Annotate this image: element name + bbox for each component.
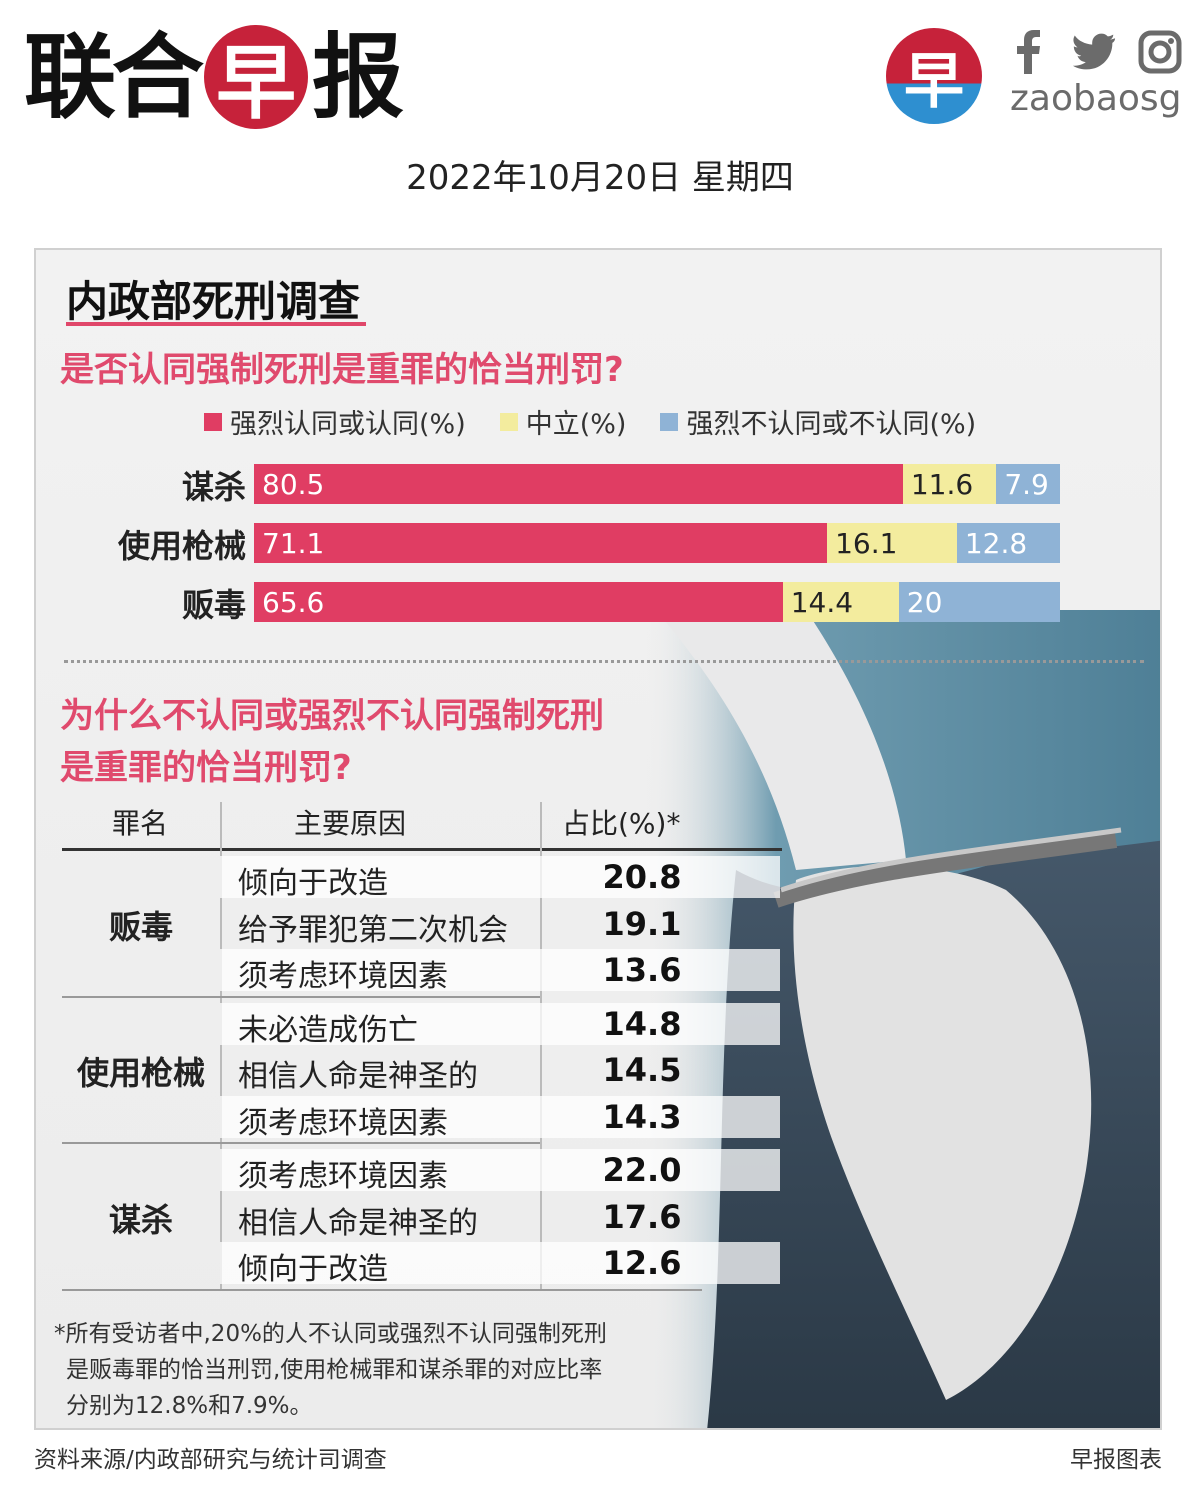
legend-swatch-neutral xyxy=(499,412,518,431)
bar-value-label: 65.6 xyxy=(262,586,325,619)
legend-swatch-disagree xyxy=(660,412,679,431)
table-cell-crime: 使用枪械 xyxy=(76,1054,205,1093)
table-row-stripe xyxy=(220,1149,780,1191)
bar-segment: 7.9 xyxy=(996,464,1060,504)
infographic-title: 内政部死刑调查 xyxy=(66,277,361,326)
table-cell-crime: 谋杀 xyxy=(108,1200,173,1239)
table-header-rule xyxy=(62,848,782,851)
table-cell-reason: 倾向于改造 xyxy=(238,1252,388,1287)
table-cell-pct: 14.5 xyxy=(602,1051,682,1089)
legend-item-disagree: 强烈不认同或不认同(%) xyxy=(660,402,976,441)
masthead-char: 合 xyxy=(112,23,204,131)
table-cell-pct: 17.6 xyxy=(602,1197,682,1236)
dotted-divider xyxy=(64,660,1144,663)
footnote-line: *所有受访者中,20%的人不认同或强烈不认同强制死刑 xyxy=(54,1321,607,1347)
bar-value-label: 14.4 xyxy=(790,586,854,619)
legend-label: 强烈认同或认同(%) xyxy=(230,409,466,440)
table-cell-reason: 相信人命是神圣的 xyxy=(238,1059,478,1094)
masthead-badge: 早 xyxy=(204,25,309,130)
bar-value-label: 16.1 xyxy=(835,527,898,560)
bar-segment: 16.1 xyxy=(827,523,957,563)
masthead-char: 报 xyxy=(312,23,404,131)
footnote-line: 是贩毒罪的恰当刑罚,使用枪械罪和谋杀罪的对应比率 xyxy=(66,1357,603,1383)
table-cell-reason: 给予罪犯第二次机会 xyxy=(238,912,508,948)
social-icons xyxy=(1006,30,1182,74)
legend-swatch-agree xyxy=(204,412,222,431)
table-row-stripe xyxy=(220,1242,780,1284)
bar-segment: 11.6 xyxy=(902,464,997,504)
table-cell-reason: 须考虑环境因素 xyxy=(238,1159,448,1194)
table-cell-pct: 20.8 xyxy=(602,858,682,896)
legend-label: 中立(%) xyxy=(525,409,627,440)
table-header-reason: 主要原因 xyxy=(294,807,407,840)
masthead-char: 联 xyxy=(24,23,116,131)
bar-value-label: 7.9 xyxy=(1004,468,1049,501)
table-cell-reason: 须考虑环境因素 xyxy=(238,959,448,994)
bar-value-label: 11.6 xyxy=(910,468,974,501)
bar-category-label: 谋杀 xyxy=(181,468,246,506)
question-2-line: 是重罪的恰当刑罚? xyxy=(60,748,352,788)
table-cell-pct: 12.6 xyxy=(602,1244,682,1282)
footnote: *所有受访者中,20%的人不认同或强烈不认同强制死刑 是贩毒罪的恰当刑罚,使用枪… xyxy=(54,1316,694,1424)
table-header-crime: 罪名 xyxy=(112,807,169,840)
bar-segment: 12.8 xyxy=(956,523,1060,563)
question-2: 为什么不认同或强烈不认同强制死刑 是重罪的恰当刑罚? xyxy=(60,690,604,794)
table-cell-reason: 未必造成伤亡 xyxy=(238,1012,418,1048)
table-cell-reason: 倾向于改造 xyxy=(238,866,388,901)
table-group-separator xyxy=(62,1142,540,1144)
bar-category-label: 贩毒 xyxy=(181,586,246,624)
footnote-line: 分别为12.8%和7.9%。 xyxy=(66,1393,313,1419)
zaobao-round-logo: 早 xyxy=(886,28,982,124)
bar-value-label: 12.8 xyxy=(964,527,1028,560)
title-underline xyxy=(66,322,366,326)
bar-segment: 80.5 xyxy=(254,464,903,504)
infographic-panel: 内政部死刑调查 是否认同强制死刑是重罪的恰当刑罚? 强烈认同或认同(%) 中立(… xyxy=(34,248,1162,1430)
logo-char: 早 xyxy=(904,46,964,117)
graphic-credit: 早报图表 xyxy=(1070,1447,1162,1473)
table-cell-reason: 相信人命是神圣的 xyxy=(238,1205,478,1241)
chart-legend: 强烈认同或认同(%) 中立(%) 强烈不认同或不认同(%) xyxy=(204,402,976,441)
bar-segment: 14.4 xyxy=(782,582,899,622)
legend-item-agree: 强烈认同或认同(%) xyxy=(204,402,466,441)
table-cell-pct: 19.1 xyxy=(602,904,682,943)
table-row-stripe xyxy=(220,1002,780,1045)
table-cell-reason: 须考虑环境因素 xyxy=(238,1105,448,1141)
masthead-logo: 联 合 早 报 xyxy=(24,22,404,132)
table-group-separator xyxy=(62,995,540,998)
social-handle: zaobaosg xyxy=(1010,78,1182,119)
table-group-separator xyxy=(62,1288,702,1291)
bar-segment: 71.1 xyxy=(254,523,828,563)
table-cell-pct: 14.8 xyxy=(602,1004,682,1043)
table-row-stripe xyxy=(220,1095,780,1138)
table-row-stripe xyxy=(220,856,780,898)
facebook-icon[interactable] xyxy=(1006,30,1050,74)
twitter-icon[interactable] xyxy=(1072,30,1116,74)
publish-date: 2022年10月20日 星期四 xyxy=(406,158,794,198)
question-2-line: 为什么不认同或强烈不认同强制死刑 xyxy=(60,696,604,736)
table-row-stripe xyxy=(220,949,780,991)
bar-value-label: 80.5 xyxy=(262,468,325,501)
question-1: 是否认同强制死刑是重罪的恰当刑罚? xyxy=(60,350,624,390)
table-column-divider xyxy=(220,802,222,1290)
bar-value-label: 71.1 xyxy=(262,527,325,560)
legend-item-neutral: 中立(%) xyxy=(499,402,627,441)
table-cell-pct: 14.3 xyxy=(602,1097,682,1136)
instagram-icon[interactable] xyxy=(1138,30,1182,74)
legend-label: 强烈不认同或不认同(%) xyxy=(686,409,977,440)
table-cell-pct: 22.0 xyxy=(602,1151,682,1189)
table-cell-pct: 13.6 xyxy=(602,951,682,989)
bar-segment: 20 xyxy=(898,582,1060,622)
bar-value-label: 20 xyxy=(906,586,943,619)
source-note: 资料来源/内政部研究与统计司调查 xyxy=(34,1447,387,1473)
table-cell-crime: 贩毒 xyxy=(108,907,173,946)
table-header-pct: 占比(%)* xyxy=(562,807,681,840)
table-column-divider xyxy=(540,802,542,1290)
bar-segment: 65.6 xyxy=(254,582,783,622)
bar-category-label: 使用枪械 xyxy=(117,527,246,565)
handcuff-photo-illustration xyxy=(646,610,1160,1428)
